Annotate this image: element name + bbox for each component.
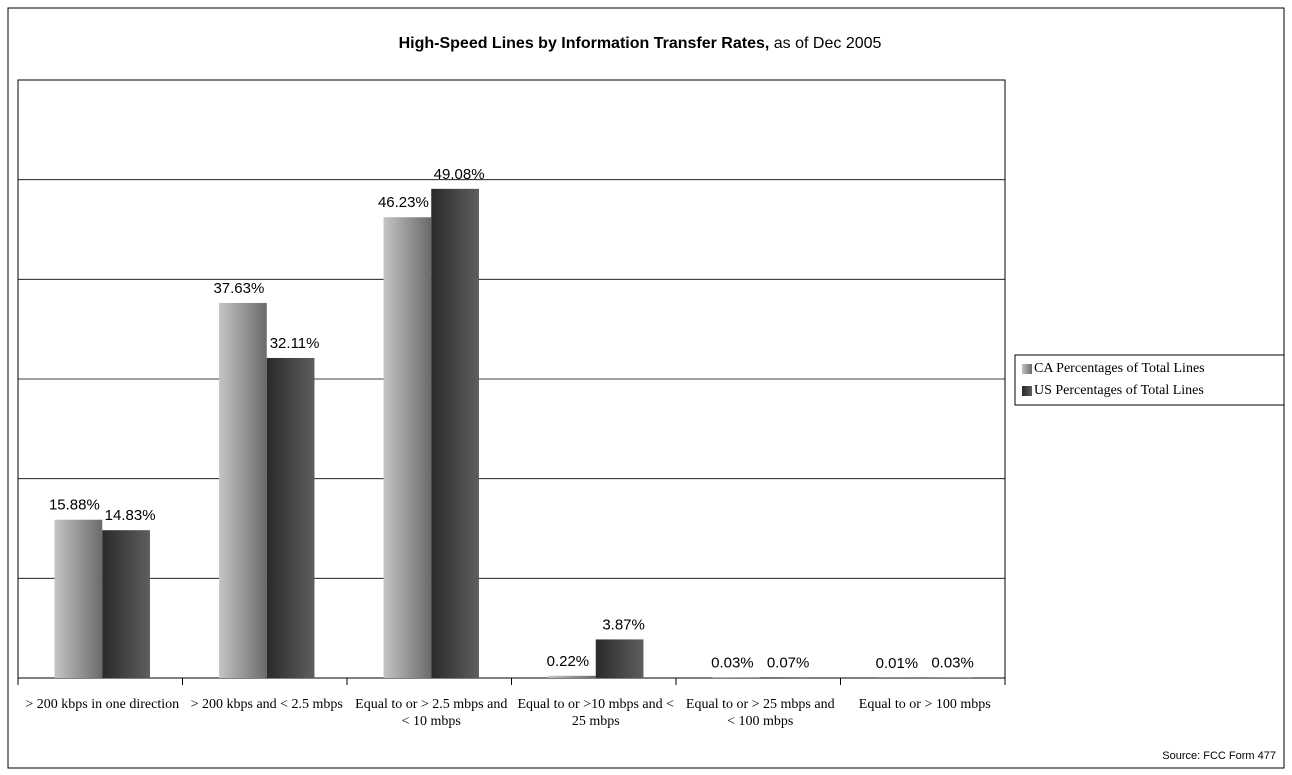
data-label: 14.83% [105,507,156,524]
legend-swatch [1022,386,1032,396]
legend-label: US Percentages of Total Lines [1034,383,1204,398]
bar [383,217,432,678]
bar [548,675,596,678]
data-label: 0.01% [876,655,919,672]
bar [219,302,267,678]
x-tick-label: > 200 kbps in one direction [25,697,180,712]
bar [266,357,315,678]
data-label: 0.07% [767,654,810,671]
source-note: Source: FCC Form 477 [1162,750,1276,762]
bar [431,188,479,678]
data-label: 46.23% [378,194,429,211]
data-label: 0.03% [931,655,974,672]
bar [760,677,808,678]
data-label: 3.87% [602,616,645,633]
x-tick-label: Equal to or >10 mbps and < 25 mbps [517,697,675,729]
x-tick-label: > 200 kbps and < 2.5 mbps [190,697,343,712]
data-label: 37.63% [213,280,264,297]
data-label: 0.03% [711,655,754,672]
chart-title: High-Speed Lines by Information Transfer… [399,35,882,52]
data-label: 32.11% [270,335,320,352]
subtitle: as of Dec 2005 [774,35,882,52]
bar [595,639,644,678]
title: High-Speed Lines by Information Transfer… [399,35,770,52]
legend-swatch [1022,364,1032,374]
legend-label: CA Percentages of Total Lines [1034,361,1205,376]
bar [54,519,103,678]
x-tick-label: Equal to or > 2.5 mbps and < 10 mbps [355,697,508,729]
bar [102,530,150,678]
data-label: 49.08% [434,166,485,183]
data-label: 15.88% [49,497,100,514]
x-tick-label: Equal to or > 25 mbps and < 100 mbps [685,697,835,729]
legend-box [1014,354,1285,406]
x-tick-label: Equal to or > 100 mbps [858,697,991,712]
data-label: 0.22% [547,653,590,670]
